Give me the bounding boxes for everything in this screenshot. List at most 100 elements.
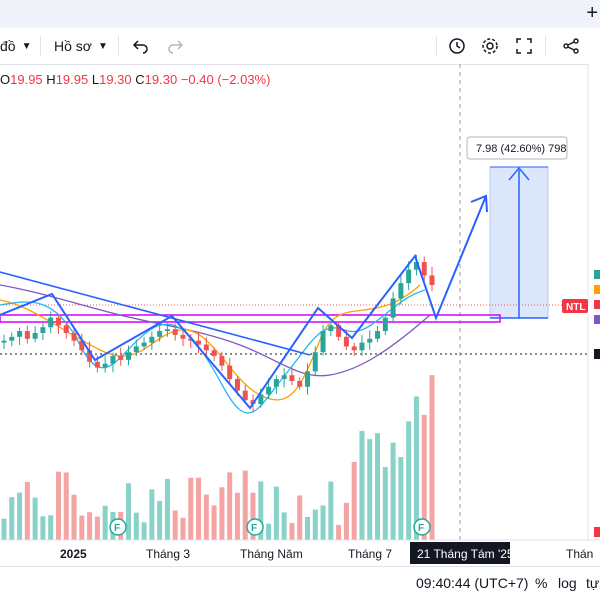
volume-bars: [1, 375, 435, 540]
volume-bar: [234, 492, 240, 540]
candle-body: [320, 331, 326, 353]
volume-bar: [188, 477, 194, 540]
volume-bar: [398, 457, 404, 540]
candle-body: [227, 365, 233, 380]
candle-body: [390, 298, 396, 318]
volume-bar: [242, 470, 248, 540]
svg-text:F: F: [251, 523, 257, 534]
price-marker-teal: [594, 270, 600, 279]
candle-body: [289, 375, 295, 381]
fullscreen-icon[interactable]: [513, 35, 535, 57]
candle-body: [343, 336, 349, 347]
ma-slow-line: [0, 284, 431, 377]
candle-body: [203, 344, 209, 351]
volume-bar: [157, 500, 163, 540]
candle-body: [63, 325, 69, 333]
open-label: O: [0, 72, 11, 87]
chart-type-menu[interactable]: đồ ▼: [0, 28, 31, 64]
plus-icon[interactable]: +: [586, 2, 598, 24]
gear-icon[interactable]: [479, 35, 501, 57]
volume-bar: [273, 486, 279, 540]
alert-clock-icon[interactable]: [446, 35, 468, 57]
candle-body: [71, 333, 77, 341]
candle-body: [421, 262, 427, 276]
candles: [1, 254, 435, 413]
target-arrowhead: [508, 166, 530, 181]
dividend-marker[interactable]: F: [246, 518, 264, 536]
volume-bar: [196, 477, 202, 540]
bottom-bar: 09:40:44 (UTC+7) % log tự: [0, 566, 600, 601]
dividend-marker[interactable]: F: [109, 518, 127, 536]
candle-body: [141, 342, 147, 347]
dividend-marker[interactable]: F: [413, 518, 431, 536]
candle-body: [375, 331, 381, 339]
template-menu[interactable]: Hồ sơ ▼: [54, 28, 108, 64]
candle-body: [48, 317, 54, 328]
volume-bar: [367, 439, 373, 540]
toolbar-divider: [545, 36, 546, 56]
candle-body: [40, 327, 46, 333]
percent-toggle[interactable]: %: [535, 575, 548, 591]
candle-body: [281, 375, 287, 380]
volume-bar: [382, 467, 388, 540]
ohlc-legend: O19.95 H19.95 L19.30 C19.30 −0.40 (−2.03…: [0, 72, 270, 87]
candle-body: [180, 334, 186, 339]
volume-bar: [126, 483, 132, 540]
volume-bar: [390, 442, 396, 540]
candle-body: [79, 340, 85, 351]
volume-bar: [320, 505, 326, 540]
volume-bar: [343, 502, 349, 540]
log-toggle[interactable]: log: [558, 575, 577, 591]
close-value: 19.30: [144, 72, 178, 87]
low-value: 19.30: [99, 72, 132, 87]
volume-bar: [227, 472, 233, 540]
volume-bar: [312, 509, 318, 540]
time-axis-label: 2025: [60, 547, 87, 561]
chart-toolbar: đồ ▼ Hồ sơ ▼: [0, 28, 600, 65]
volume-bar: [297, 495, 303, 540]
candle-body: [118, 356, 124, 360]
volume-bar: [266, 523, 272, 540]
price-chart[interactable]: 7.98 (42.60%) 798 NTL F F F 2025 Tháng 3…: [0, 64, 600, 566]
price-marker-black: [594, 349, 600, 359]
chevron-down-icon: ▼: [21, 40, 32, 52]
ma-mid-line: [0, 284, 421, 401]
svg-text:F: F: [114, 523, 120, 534]
volume-bar: [289, 522, 295, 540]
share-icon[interactable]: [560, 35, 582, 57]
symbol-tag: NTL: [566, 302, 585, 313]
open-value: 19.95: [10, 72, 43, 87]
volume-bar: [359, 430, 365, 540]
undo-icon[interactable]: [130, 35, 152, 57]
volume-bar: [281, 512, 287, 540]
volume-bar: [32, 497, 38, 540]
toolbar-divider: [436, 36, 437, 56]
volume-bar: [149, 489, 155, 540]
volume-bar: [211, 505, 217, 540]
candle-body: [351, 346, 357, 351]
candle-body: [32, 333, 38, 339]
redo-icon[interactable]: [164, 35, 186, 57]
candle-body: [94, 361, 100, 368]
template-label: Hồ sơ: [54, 38, 92, 54]
pattern-zigzag: [0, 195, 487, 410]
candle-body: [157, 331, 163, 337]
time-axis-label: Thán: [566, 547, 593, 561]
candle-body: [336, 325, 342, 337]
volume-bar: [102, 505, 108, 540]
target-label-box: [466, 136, 568, 160]
candle-body: [359, 342, 365, 351]
volume-bar: [258, 481, 264, 540]
high-label: H: [46, 72, 56, 87]
time-axis-label: Tháng Năm: [240, 547, 303, 561]
clock-readout[interactable]: 09:40:44 (UTC+7): [416, 575, 529, 591]
volume-bar: [63, 472, 69, 540]
close-label: C: [135, 72, 145, 87]
projection-arrowhead: [470, 194, 488, 213]
toolbar-divider: [118, 36, 119, 56]
candle-body: [258, 394, 264, 404]
volume-bar: [413, 396, 419, 540]
auto-toggle[interactable]: tự: [586, 575, 600, 591]
volume-bar: [172, 510, 178, 540]
volume-bar: [71, 494, 77, 540]
